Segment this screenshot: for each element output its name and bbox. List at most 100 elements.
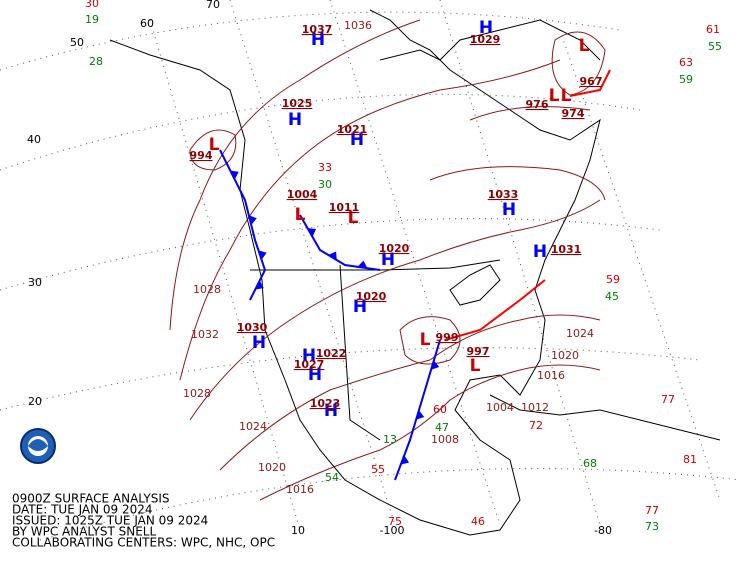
grid-label: 70 [206, 0, 220, 11]
caption-line: ISSUED: 1025Z TUE JAN 09 2024 [12, 514, 208, 528]
pressure-value: 1023 [310, 397, 341, 410]
pressure-value: 967 [580, 75, 603, 88]
noaa-logo [20, 428, 56, 464]
grid-label: 30 [28, 276, 42, 289]
pressure-symbol: L [348, 208, 359, 228]
grid-label: 20 [28, 395, 42, 408]
pressure-symbol: H [311, 30, 325, 50]
station-value: 77 [645, 504, 659, 517]
grid-label: 60 [140, 17, 154, 30]
pressure-symbol: H [479, 18, 493, 38]
pressure-value: 976 [526, 98, 549, 111]
station-value: 81 [683, 453, 697, 466]
grid-label: 10 [291, 524, 305, 537]
pressure-symbol: H [533, 242, 547, 262]
pressure-symbol: H [302, 346, 316, 366]
pressure-value: 1021 [337, 123, 368, 136]
pressure-value: 1033 [488, 188, 519, 201]
isobar-label: 1012 [521, 401, 549, 414]
pressure-value: 999 [436, 331, 459, 344]
front-pip [416, 410, 425, 420]
station-value: 73 [645, 520, 659, 533]
isobar-label: 1024 [239, 420, 267, 433]
front-pip [255, 280, 264, 290]
front-pip [328, 251, 337, 261]
pressure-symbol: L [549, 86, 560, 106]
pressure-value: 1020 [379, 242, 410, 255]
pressure-value: 974 [562, 107, 585, 120]
station-value: 45 [605, 290, 619, 303]
pressure-symbol: H [324, 401, 338, 421]
isobars [169, 19, 606, 501]
pressure-value: 997 [467, 345, 490, 358]
station-value: 13 [383, 433, 397, 446]
grid-label: -80 [594, 524, 612, 537]
isobar-label: 1032 [191, 328, 219, 341]
station-value: 63 [679, 56, 693, 69]
pressure-value: 994 [190, 149, 213, 162]
isobar-label: 1036 [344, 19, 372, 32]
front-pip [400, 455, 410, 465]
station-value: 61 [706, 23, 720, 36]
isobar-label: 1028 [183, 387, 211, 400]
front-pip [307, 228, 317, 237]
station-value: 77 [661, 393, 675, 406]
pressure-value: 1004 [287, 188, 318, 201]
station-value: 33 [318, 161, 332, 174]
station-value: 60 [433, 403, 447, 416]
pressure-symbol: H [502, 200, 516, 220]
isobar-label: 1020 [551, 349, 579, 362]
pressure-symbol: L [420, 330, 431, 350]
station-value: 46 [471, 515, 485, 528]
pressure-symbol: H [353, 297, 367, 317]
cold-front [219, 149, 267, 301]
grid-label: 50 [70, 36, 84, 49]
pressure-value: 1030 [237, 321, 268, 334]
pressure-value: 1031 [551, 243, 582, 256]
caption-line: DATE: TUE JAN 09 2024 [12, 503, 153, 517]
pressure-symbol: L [579, 36, 590, 56]
pressure-value: 1027 [294, 358, 325, 371]
graticule [0, 0, 741, 541]
isobar-label: 1020 [258, 461, 286, 474]
warm-front [444, 279, 546, 341]
caption-line: 0900Z SURFACE ANALYSIS [12, 492, 169, 506]
warm-front [569, 69, 611, 97]
isobar-label: 1028 [193, 283, 221, 296]
pressure-symbol: H [288, 110, 302, 130]
isobar-label: 1024 [566, 327, 594, 340]
pressure-value: 1037 [302, 23, 333, 36]
station-value: 59 [679, 73, 693, 86]
front-pip [248, 215, 257, 225]
station-value: 59 [606, 273, 620, 286]
station-value: 68 [583, 457, 597, 470]
front-pip [431, 360, 440, 370]
coastline [109, 9, 721, 536]
grid-label: -100 [380, 524, 405, 537]
station-value: 55 [371, 463, 385, 476]
pressure-value: 1022 [316, 347, 347, 360]
pressure-symbol: L [561, 86, 572, 106]
station-value: 55 [708, 40, 722, 53]
pressure-symbol: L [295, 205, 306, 225]
isobar-label: 1016 [286, 483, 314, 496]
station-value: 30 [85, 0, 99, 10]
pressure-symbol: H [252, 333, 266, 353]
station-value: 30 [318, 178, 332, 191]
station-value: 75 [388, 515, 402, 528]
grid-label: 40 [27, 133, 41, 146]
caption-line: BY WPC ANALYST SNELL [12, 525, 156, 539]
station-value: 72 [529, 419, 543, 432]
pressure-symbol: L [470, 356, 481, 376]
pressure-value: 1020 [356, 290, 387, 303]
isobar-label: 1008 [431, 433, 459, 446]
isobar-label: 1004 [486, 401, 514, 414]
pressure-symbol: L [209, 135, 220, 155]
pressure-symbol: H [350, 130, 364, 150]
station-value: 47 [435, 421, 449, 434]
station-value: 28 [89, 55, 103, 68]
caption-line: COLLABORATING CENTERS: WPC, NHC, OPC [12, 536, 275, 550]
front-pip [357, 260, 368, 269]
